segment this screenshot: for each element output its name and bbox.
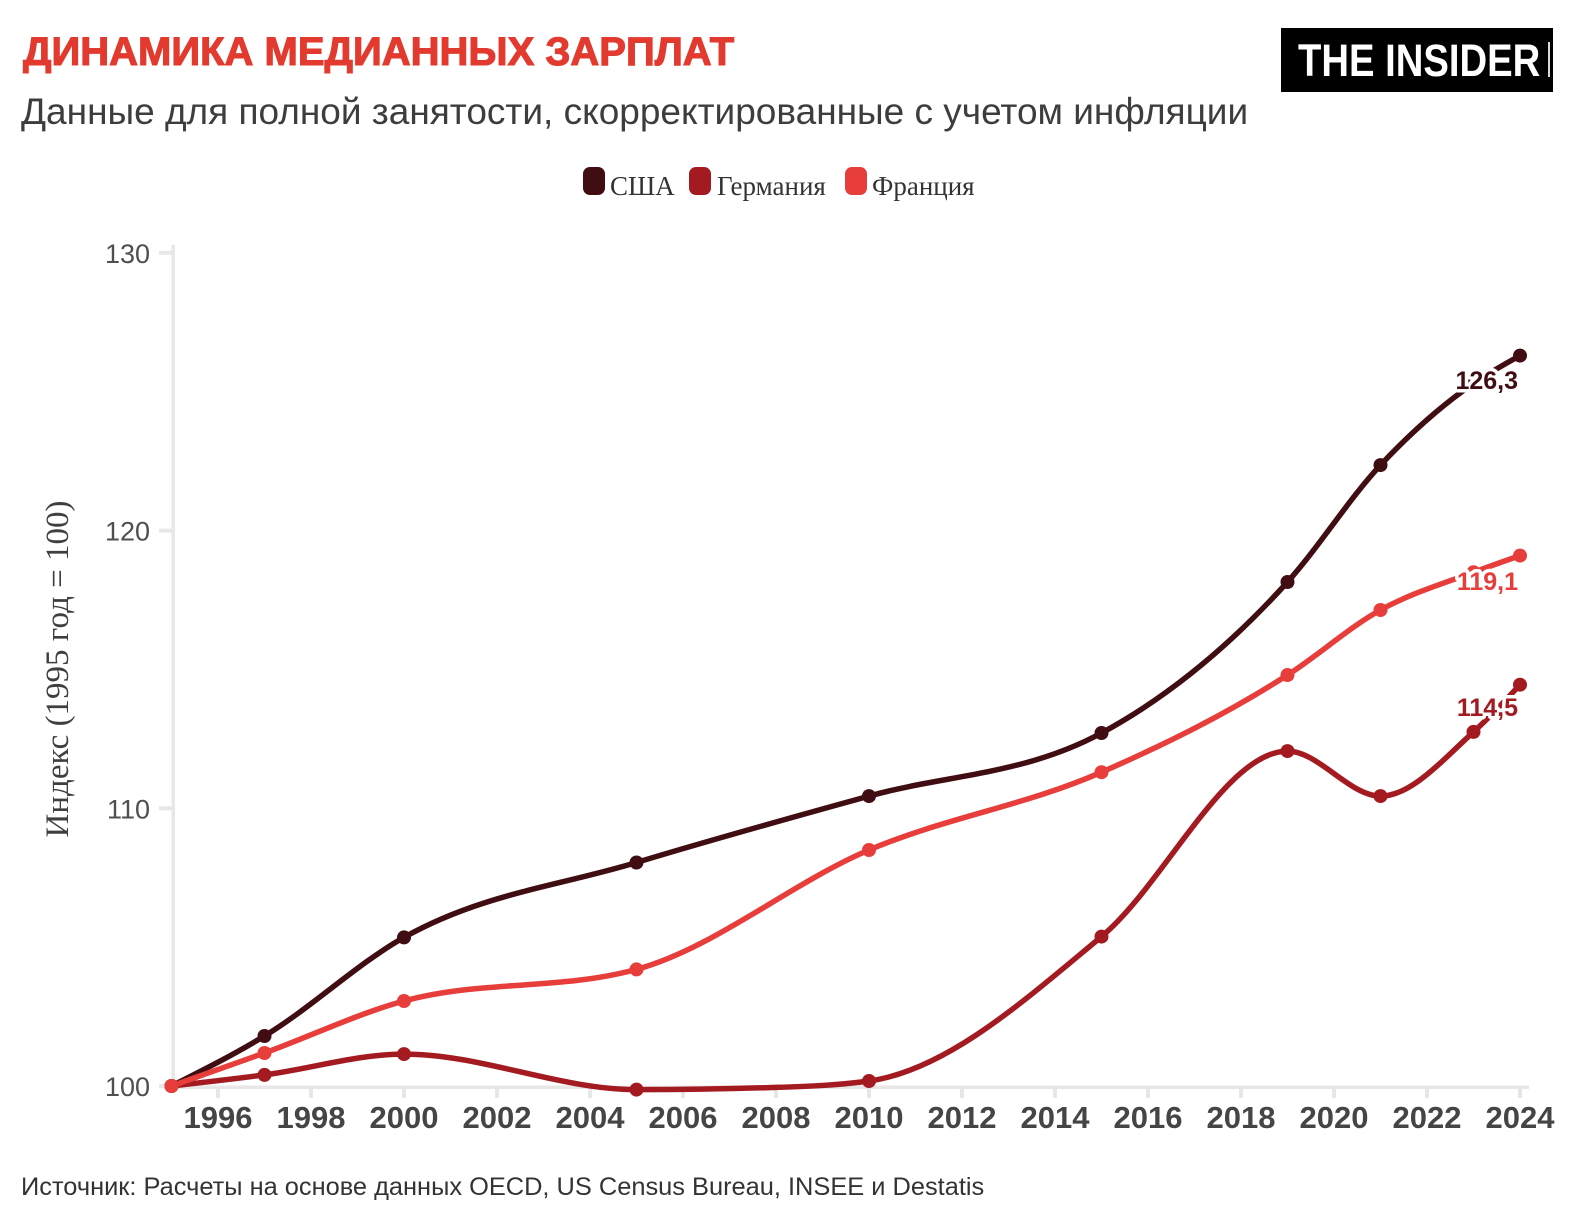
svg-text:2000: 2000	[370, 1100, 439, 1135]
svg-text:2022: 2022	[1393, 1100, 1462, 1135]
svg-text:2018: 2018	[1207, 1100, 1276, 1135]
svg-text:126,3: 126,3	[1455, 367, 1518, 395]
svg-text:США: США	[610, 171, 675, 201]
svg-text:ДИНАМИКА МЕДИАННЫХ ЗАРПЛАТ: ДИНАМИКА МЕДИАННЫХ ЗАРПЛАТ	[23, 30, 734, 74]
svg-text:2008: 2008	[742, 1100, 811, 1135]
svg-text:1996: 1996	[184, 1100, 253, 1135]
svg-text:2006: 2006	[649, 1100, 718, 1135]
svg-text:114,5: 114,5	[1457, 694, 1518, 722]
svg-text:Данные для полной занятости, с: Данные для полной занятости, скорректиро…	[21, 91, 1248, 132]
svg-text:2024: 2024	[1486, 1100, 1556, 1135]
svg-text:Источник: Расчеты на основе да: Источник: Расчеты на основе данных OECD,…	[21, 1173, 984, 1201]
svg-text:2014: 2014	[1021, 1100, 1091, 1135]
svg-text:2004: 2004	[556, 1100, 626, 1135]
svg-text:110: 110	[107, 794, 150, 824]
svg-text:2010: 2010	[835, 1100, 904, 1135]
svg-text:119,1: 119,1	[1457, 568, 1518, 596]
svg-text:130: 130	[105, 239, 150, 269]
svg-text:Германия: Германия	[717, 171, 826, 201]
svg-text:Индекс (1995 год = 100): Индекс (1995 год = 100)	[40, 501, 76, 838]
svg-text:2012: 2012	[928, 1100, 997, 1135]
svg-text:2020: 2020	[1300, 1100, 1369, 1135]
svg-text:120: 120	[105, 517, 150, 547]
svg-text:2002: 2002	[463, 1100, 532, 1135]
svg-text:1998: 1998	[277, 1100, 346, 1135]
svg-text:100: 100	[105, 1072, 150, 1102]
svg-text:2016: 2016	[1114, 1100, 1183, 1135]
svg-text:THE INSIDER: THE INSIDER	[1298, 35, 1540, 86]
svg-text:Франция: Франция	[872, 171, 975, 201]
